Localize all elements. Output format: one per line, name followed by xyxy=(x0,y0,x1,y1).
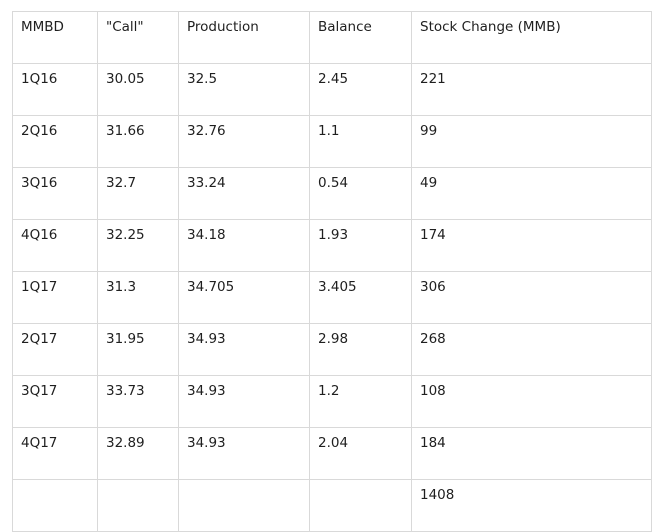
table-cell-production: 34.93 xyxy=(178,427,310,480)
table-cell-balance: 2.98 xyxy=(309,323,412,376)
table-cell-stock-change: 268 xyxy=(411,323,652,376)
table-cell-balance: 1.93 xyxy=(309,219,412,272)
table-cell-balance: 0.54 xyxy=(309,167,412,220)
column-header-stock-change: Stock Change (MMB) xyxy=(411,11,652,64)
table-cell-balance: 2.45 xyxy=(309,63,412,116)
header-row: MMBD "Call" Production Balance Stock Cha… xyxy=(12,11,652,64)
table-cell-period: 3Q17 xyxy=(12,375,98,428)
table-cell-production: 34.93 xyxy=(178,323,310,376)
table-cell-stock-change: 108 xyxy=(411,375,652,428)
table-cell-period: 2Q17 xyxy=(12,323,98,376)
table-cell-period: 4Q17 xyxy=(12,427,98,480)
table-row: 1Q17 31.3 34.705 3.405 306 xyxy=(12,271,652,324)
table-row: 3Q17 33.73 34.93 1.2 108 xyxy=(12,375,652,428)
table-cell-production xyxy=(178,479,310,532)
table-cell-call: 32.7 xyxy=(97,167,179,220)
column-header-production: Production xyxy=(178,11,310,64)
table-cell-call: 31.3 xyxy=(97,271,179,324)
table-cell-call: 32.89 xyxy=(97,427,179,480)
table-cell-production: 32.76 xyxy=(178,115,310,168)
table-cell-call: 31.95 xyxy=(97,323,179,376)
table-cell-period: 1Q16 xyxy=(12,63,98,116)
table-row: 4Q17 32.89 34.93 2.04 184 xyxy=(12,427,652,480)
column-header-balance: Balance xyxy=(309,11,412,64)
table-row: 3Q16 32.7 33.24 0.54 49 xyxy=(12,167,652,220)
stock-change-total: 1408 xyxy=(411,479,652,532)
table-row: 4Q16 32.25 34.18 1.93 174 xyxy=(12,219,652,272)
table-cell-balance: 1.1 xyxy=(309,115,412,168)
table-cell-production: 34.18 xyxy=(178,219,310,272)
data-table: MMBD "Call" Production Balance Stock Cha… xyxy=(12,11,652,532)
table-cell-stock-change: 306 xyxy=(411,271,652,324)
table-cell-stock-change: 221 xyxy=(411,63,652,116)
table-row: 2Q16 31.66 32.76 1.1 99 xyxy=(12,115,652,168)
column-header-call: "Call" xyxy=(97,11,179,64)
table-cell-stock-change: 99 xyxy=(411,115,652,168)
table-cell-period: 1Q17 xyxy=(12,271,98,324)
table-cell-call: 32.25 xyxy=(97,219,179,272)
table-cell-call: 30.05 xyxy=(97,63,179,116)
table-cell-period: 2Q16 xyxy=(12,115,98,168)
table-cell-call: 31.66 xyxy=(97,115,179,168)
table-cell-period xyxy=(12,479,98,532)
total-row: 1408 xyxy=(12,479,652,532)
table-cell-balance: 2.04 xyxy=(309,427,412,480)
table-cell-production: 34.93 xyxy=(178,375,310,428)
table-cell-call xyxy=(97,479,179,532)
table-cell-stock-change: 184 xyxy=(411,427,652,480)
table-cell-production: 33.24 xyxy=(178,167,310,220)
table-row: 2Q17 31.95 34.93 2.98 268 xyxy=(12,323,652,376)
table-cell-balance: 1.2 xyxy=(309,375,412,428)
table-cell-production: 32.5 xyxy=(178,63,310,116)
table-cell-call: 33.73 xyxy=(97,375,179,428)
table-cell-balance xyxy=(309,479,412,532)
table-cell-production: 34.705 xyxy=(178,271,310,324)
table-cell-period: 3Q16 xyxy=(12,167,98,220)
table-cell-stock-change: 49 xyxy=(411,167,652,220)
column-header-mmbd: MMBD xyxy=(12,11,98,64)
table-row: 1Q16 30.05 32.5 2.45 221 xyxy=(12,63,652,116)
table-cell-balance: 3.405 xyxy=(309,271,412,324)
table-cell-stock-change: 174 xyxy=(411,219,652,272)
table-cell-period: 4Q16 xyxy=(12,219,98,272)
